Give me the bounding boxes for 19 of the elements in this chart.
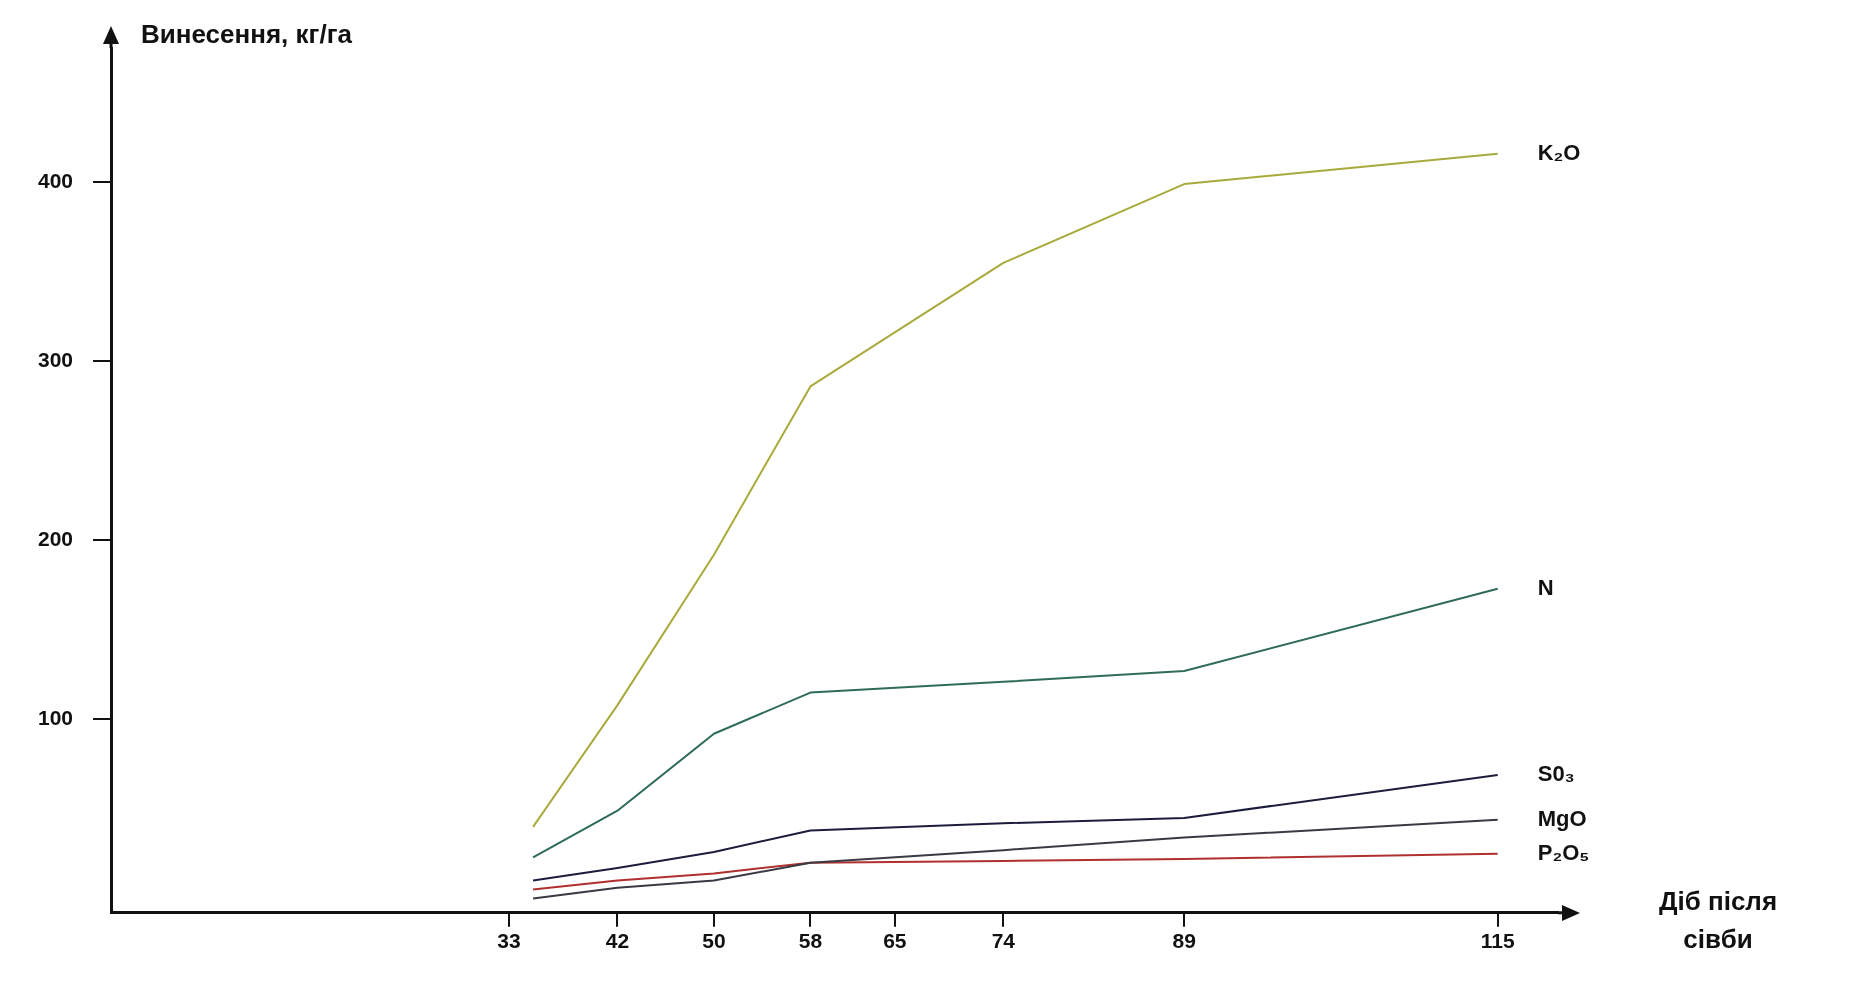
x-axis-title: Діб після сівби — [1658, 885, 1778, 954]
x-tick-label: 42 — [605, 929, 630, 953]
y-tick-label: 100 — [37, 706, 74, 730]
series-label: S0₃ — [1537, 761, 1575, 786]
x-tick-label: 58 — [798, 929, 823, 953]
x-tick-label: 33 — [497, 929, 521, 953]
series-label: K₂O — [1537, 139, 1581, 165]
series-label: MgO — [1537, 805, 1587, 831]
series-label: P₂O₅ — [1537, 839, 1590, 865]
y-axis-title: Винесення, кг/га — [141, 19, 353, 50]
y-tick-label: 400 — [37, 169, 74, 193]
y-tick-label: 300 — [37, 348, 74, 372]
x-tick-label: 65 — [883, 929, 907, 953]
x-tick-label: 89 — [1172, 929, 1196, 953]
x-tick-label: 74 — [991, 929, 1016, 953]
x-tick-label: 115 — [1480, 929, 1515, 953]
series-label: N — [1537, 574, 1554, 600]
x-tick-label: 50 — [702, 929, 726, 953]
y-tick-label: 200 — [37, 527, 74, 551]
